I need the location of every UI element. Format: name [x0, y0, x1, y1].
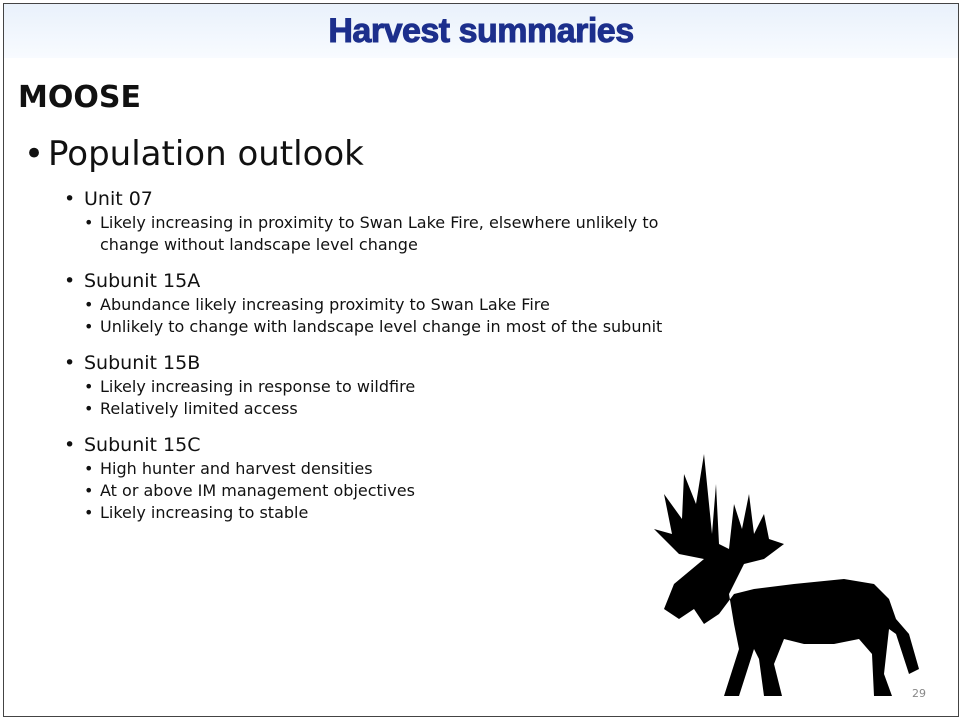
- header: Harvest summaries: [4, 4, 958, 58]
- detail: Likely increasing in proximity to Swan L…: [84, 212, 700, 256]
- outline: Population outlook Unit 07Likely increas…: [24, 134, 700, 538]
- item: Subunit 15BLikely increasing in response…: [64, 352, 700, 420]
- detail-list: Likely increasing in response to wildfir…: [84, 376, 700, 420]
- slide: Harvest summaries MOOSE Population outlo…: [3, 3, 959, 717]
- detail: Relatively limited access: [84, 398, 700, 420]
- item-list: Unit 07Likely increasing in proximity to…: [64, 188, 700, 524]
- item-label: Subunit 15A: [84, 270, 201, 292]
- detail: Unlikely to change with landscape level …: [84, 316, 700, 338]
- item-label: Subunit 15B: [84, 352, 201, 374]
- bullet-text: Population outlook: [48, 134, 364, 174]
- item-label: Subunit 15C: [84, 434, 201, 456]
- detail-list: Likely increasing in proximity to Swan L…: [84, 212, 700, 256]
- item-label: Unit 07: [84, 188, 153, 210]
- item: Unit 07Likely increasing in proximity to…: [64, 188, 700, 256]
- detail: Likely increasing in response to wildfir…: [84, 376, 700, 398]
- detail-list: High hunter and harvest densitiesAt or a…: [84, 458, 700, 524]
- title: Harvest summaries: [328, 12, 635, 51]
- section-heading: MOOSE: [18, 80, 141, 115]
- item: Subunit 15AAbundance likely increasing p…: [64, 270, 700, 338]
- detail: At or above IM management objectives: [84, 480, 700, 502]
- detail: Likely increasing to stable: [84, 502, 700, 524]
- bullet: Population outlook Unit 07Likely increas…: [24, 134, 700, 524]
- detail: High hunter and harvest densities: [84, 458, 700, 480]
- item: Subunit 15CHigh hunter and harvest densi…: [64, 434, 700, 524]
- page-number: 29: [912, 687, 926, 700]
- detail-list: Abundance likely increasing proximity to…: [84, 294, 700, 338]
- detail: Abundance likely increasing proximity to…: [84, 294, 700, 316]
- moose-silhouette: [654, 454, 919, 696]
